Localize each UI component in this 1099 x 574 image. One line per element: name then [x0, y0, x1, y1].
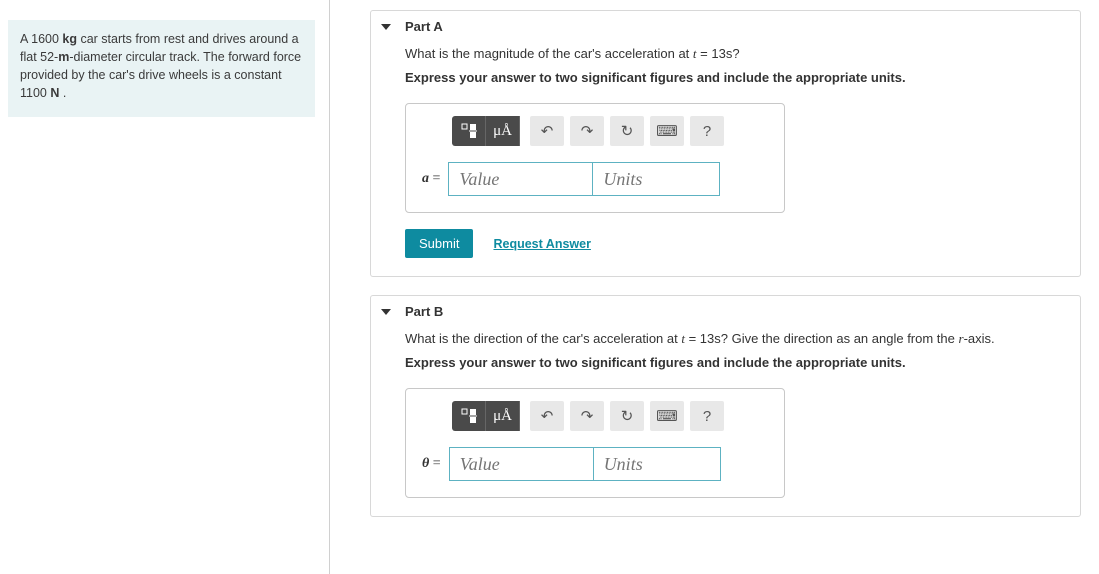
- submit-button[interactable]: Submit: [405, 229, 473, 258]
- part-b-units-input[interactable]: [593, 447, 721, 481]
- units-mu-button[interactable]: μÅ: [486, 116, 520, 146]
- part-b-value-input[interactable]: [449, 447, 593, 481]
- part-a-variable-label: a =: [422, 171, 440, 187]
- part-b-answer-box: μÅ ↶ ↷ ↻ ⌨ ? θ =: [405, 388, 785, 498]
- problem-sidebar: A 1600 kg car starts from rest and drive…: [0, 0, 330, 574]
- keyboard-button[interactable]: ⌨: [650, 116, 684, 146]
- part-a: Part A What is the magnitude of the car'…: [370, 10, 1081, 277]
- part-b-question: What is the direction of the car's accel…: [405, 331, 1046, 347]
- help-button[interactable]: ?: [690, 116, 724, 146]
- reset-button[interactable]: ↻: [610, 401, 644, 431]
- fraction-template-button[interactable]: [452, 116, 486, 146]
- part-a-instruction: Express your answer to two significant f…: [405, 70, 1046, 85]
- part-a-answer-box: μÅ ↶ ↷ ↻ ⌨ ? a =: [405, 103, 785, 213]
- reset-button[interactable]: ↻: [610, 116, 644, 146]
- keyboard-button[interactable]: ⌨: [650, 401, 684, 431]
- part-a-title: Part A: [405, 19, 443, 34]
- collapse-caret-icon: [381, 24, 391, 30]
- part-b-header[interactable]: Part B: [371, 296, 1080, 327]
- parts-container: Part A What is the magnitude of the car'…: [330, 0, 1099, 574]
- redo-button[interactable]: ↷: [570, 401, 604, 431]
- part-a-question: What is the magnitude of the car's accel…: [405, 46, 1046, 62]
- part-a-value-input[interactable]: [448, 162, 592, 196]
- problem-statement: A 1600 kg car starts from rest and drive…: [8, 20, 315, 117]
- part-a-header[interactable]: Part A: [371, 11, 1080, 42]
- units-mu-button[interactable]: μÅ: [486, 401, 520, 431]
- fraction-template-button[interactable]: [452, 401, 486, 431]
- part-a-toolbar: μÅ ↶ ↷ ↻ ⌨ ?: [452, 116, 768, 146]
- part-a-submit-row: Submit Request Answer: [405, 229, 1046, 258]
- part-b-title: Part B: [405, 304, 443, 319]
- part-b-variable-label: θ =: [422, 456, 441, 472]
- collapse-caret-icon: [381, 309, 391, 315]
- undo-button[interactable]: ↶: [530, 401, 564, 431]
- part-a-units-input[interactable]: [592, 162, 720, 196]
- undo-button[interactable]: ↶: [530, 116, 564, 146]
- part-b: Part B What is the direction of the car'…: [370, 295, 1081, 517]
- part-b-toolbar: μÅ ↶ ↷ ↻ ⌨ ?: [452, 401, 768, 431]
- part-b-instruction: Express your answer to two significant f…: [405, 355, 1046, 370]
- redo-button[interactable]: ↷: [570, 116, 604, 146]
- request-answer-link[interactable]: Request Answer: [493, 237, 590, 251]
- help-button[interactable]: ?: [690, 401, 724, 431]
